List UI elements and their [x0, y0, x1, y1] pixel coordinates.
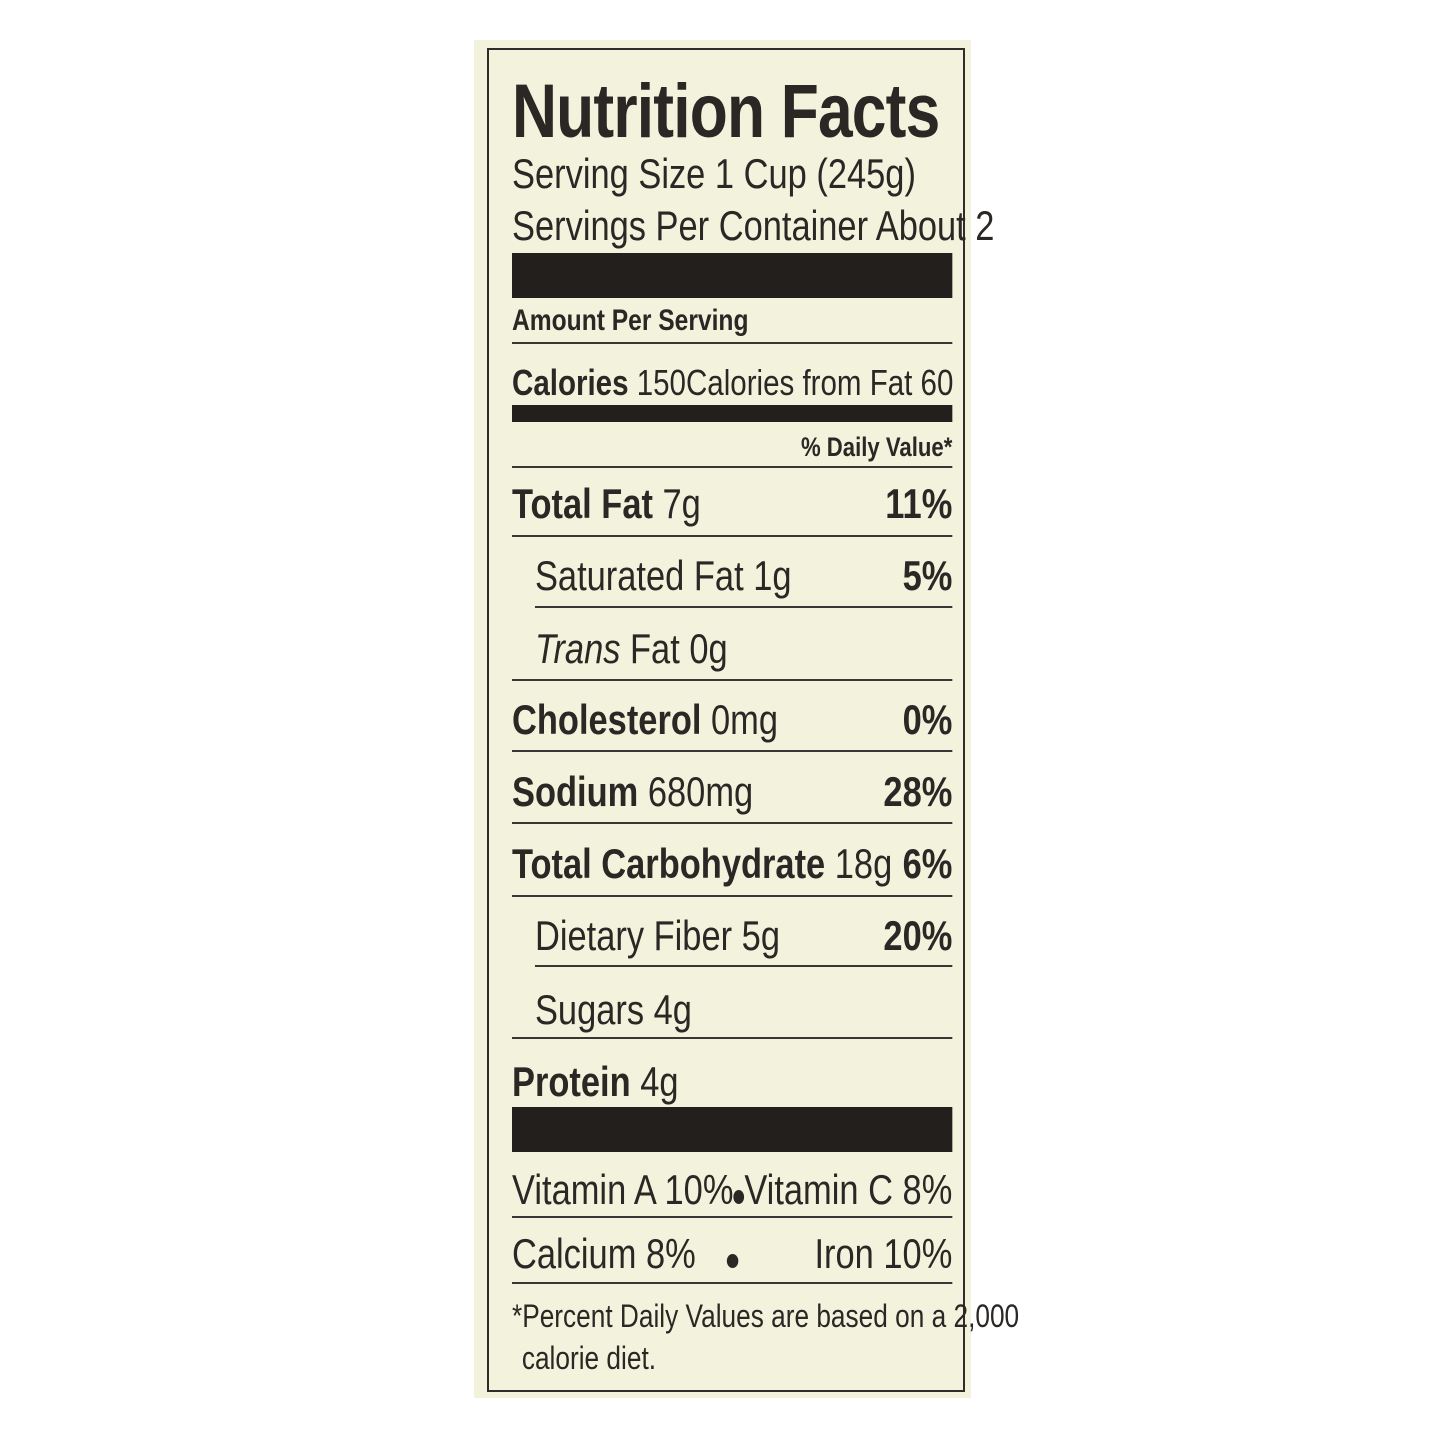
footnote-line-2: calorie diet.: [521, 1340, 657, 1376]
nutrient-row-cholesterol: Cholesterol 0mg 0%: [512, 696, 952, 744]
medium-divider: [512, 405, 953, 422]
divider: [512, 342, 953, 344]
calories-value: 150: [636, 362, 686, 403]
nutrient-dv: 20%: [883, 912, 953, 959]
nutrient-label: Protein: [512, 1058, 631, 1105]
nutrient-amount: 5g: [741, 912, 780, 959]
nutrient-row-sodium: Sodium 680mg 28%: [512, 768, 952, 816]
nutrient-label: Saturated Fat: [534, 552, 744, 599]
nutrient-label: Total Fat: [512, 480, 653, 527]
nutrient-amount: 18g: [834, 840, 893, 887]
divider: [512, 1216, 953, 1218]
calcium: Calcium 8%: [512, 1230, 696, 1277]
vitamin-c: Vitamin C 8%: [744, 1166, 953, 1213]
divider: [512, 679, 953, 681]
divider: [512, 895, 953, 897]
label-border: [487, 48, 965, 1392]
daily-value-header: % Daily Value*: [800, 432, 953, 462]
nutrient-row-protein: Protein 4g: [512, 1058, 952, 1106]
nutrient-dv: 5%: [902, 552, 953, 599]
nutrient-label: Trans: [534, 625, 621, 672]
calories-from-fat: Calories from Fat 60: [685, 362, 954, 403]
divider: [512, 535, 953, 537]
servings-per-container: Servings Per Container About 2: [512, 202, 995, 249]
nutrient-row-total-carbohydrate: Total Carbohydrate 18g 6%: [512, 840, 952, 888]
vitamin-a: Vitamin A 10%: [512, 1166, 734, 1213]
vitamins-row-2: Calcium 8% Iron 10%: [512, 1230, 952, 1278]
divider: [512, 822, 953, 824]
calories-row: Calories 150 Calories from Fat 60: [512, 362, 954, 404]
nutrient-amount: 0mg: [711, 696, 779, 743]
nutrient-amount: Fat 0g: [630, 625, 728, 672]
nutrient-dv: 0%: [902, 696, 953, 743]
nutrient-label: Cholesterol: [512, 696, 702, 743]
nutrient-amount: 680mg: [647, 768, 754, 815]
thick-divider: [512, 253, 953, 298]
footnote-line-1: *Percent Daily Values are based on a 2,0…: [512, 1298, 1020, 1334]
amount-per-serving: Amount Per Serving: [512, 304, 749, 337]
label-title: Nutrition Facts: [512, 69, 940, 154]
nutrient-amount: 1g: [753, 552, 792, 599]
nutrient-row-trans-fat: Trans Fat 0g: [512, 625, 952, 673]
thick-divider: [512, 1107, 953, 1152]
bullet-icon: [733, 1190, 745, 1204]
nutrient-row-saturated-fat: Saturated Fat 1g 5%: [512, 552, 952, 600]
nutrient-label: Dietary Fiber: [534, 912, 733, 959]
divider: [534, 606, 953, 608]
nutrient-row-sugars: Sugars 4g: [512, 986, 952, 1034]
nutrient-label: Sugars: [534, 986, 645, 1033]
iron: Iron 10%: [814, 1230, 953, 1277]
nutrient-dv: 28%: [883, 768, 953, 815]
nutrient-amount: 7g: [662, 480, 701, 527]
nutrient-dv: 6%: [902, 840, 953, 887]
divider: [534, 965, 953, 967]
nutrient-row-dietary-fiber: Dietary Fiber 5g 20%: [512, 912, 952, 960]
divider: [512, 750, 953, 752]
divider: [512, 1282, 953, 1284]
vitamins-row-1: Vitamin A 10% Vitamin C 8%: [512, 1166, 952, 1214]
divider: [512, 1037, 953, 1039]
nutrient-label: Sodium: [512, 768, 639, 815]
serving-size: Serving Size 1 Cup (245g): [512, 150, 916, 197]
nutrient-amount: 4g: [653, 986, 692, 1033]
bullet-icon: [726, 1254, 738, 1268]
nutrient-label: Total Carbohydrate: [512, 840, 826, 887]
nutrient-row-total-fat: Total Fat 7g 11%: [512, 480, 952, 528]
nutrient-dv: 11%: [885, 480, 953, 527]
nutrient-amount: 4g: [640, 1058, 679, 1105]
divider: [512, 466, 953, 468]
calories-label: Calories: [512, 362, 629, 403]
nutrition-facts-label: Nutrition Facts Serving Size 1 Cup (245g…: [512, 0, 1020, 1445]
